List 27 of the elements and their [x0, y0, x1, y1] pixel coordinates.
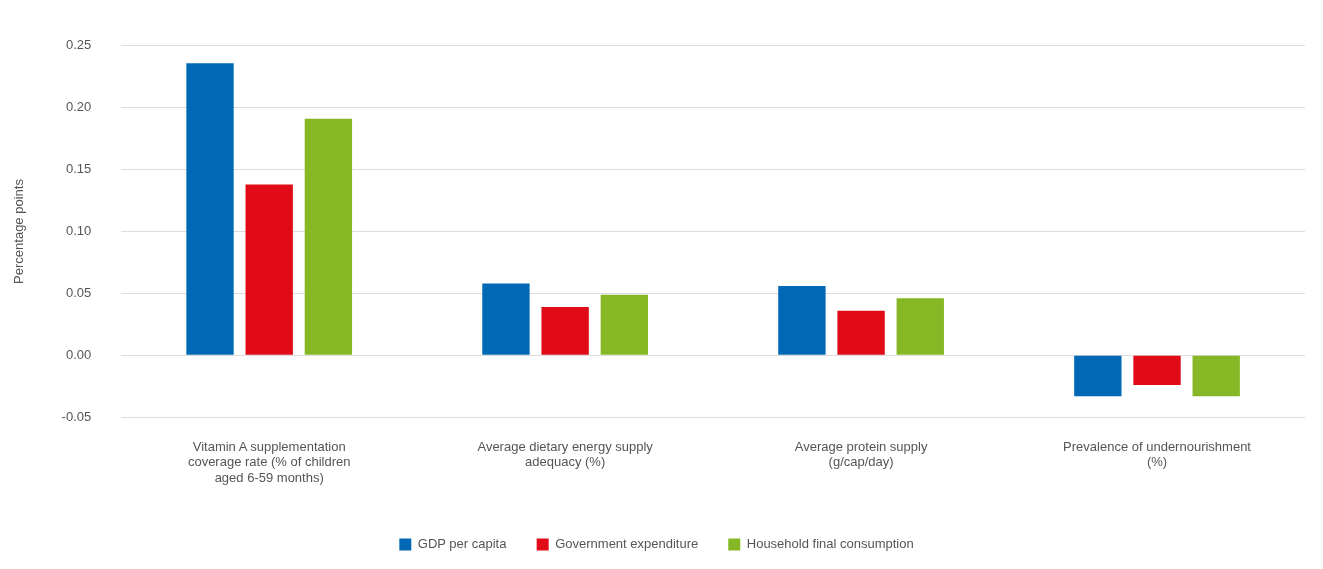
y-tick-label: 0.20: [65, 99, 92, 115]
x-tick-label: Vitamin A supplementation coverage rate (% of children aged 6-59 months): [187, 438, 351, 485]
bar: [600, 294, 649, 355]
bar: [896, 298, 944, 355]
bar: [541, 307, 589, 355]
x-tick-label: Prevalence of undernourishment (%): [1063, 438, 1252, 470]
bar: [837, 310, 885, 355]
legend-label: GDP per capita: [417, 536, 508, 552]
bar: [1074, 355, 1122, 397]
y-tick-label: 0.00: [65, 346, 92, 362]
y-tick-label: -0.05: [61, 408, 92, 424]
bar: [1192, 355, 1240, 397]
x-tick-label: Average dietary energy supply adequacy (%): [477, 438, 654, 470]
x-tick-label: Average protein supply (g/cap/day): [794, 438, 928, 470]
bar: [245, 184, 293, 355]
bar: [1133, 355, 1181, 386]
bar: [186, 63, 234, 355]
bar: [304, 118, 353, 355]
bar: [778, 285, 826, 355]
y-axis-title: Percentage points: [11, 178, 27, 284]
y-tick-label: 0.25: [65, 37, 92, 53]
legend-label: Household final consumption: [746, 536, 914, 552]
y-tick-label: 0.05: [65, 284, 92, 300]
y-tick-label: 0.10: [65, 223, 92, 239]
bar: [482, 283, 530, 355]
y-tick-label: 0.15: [65, 161, 92, 177]
legend-label: Government expenditure: [555, 536, 699, 552]
